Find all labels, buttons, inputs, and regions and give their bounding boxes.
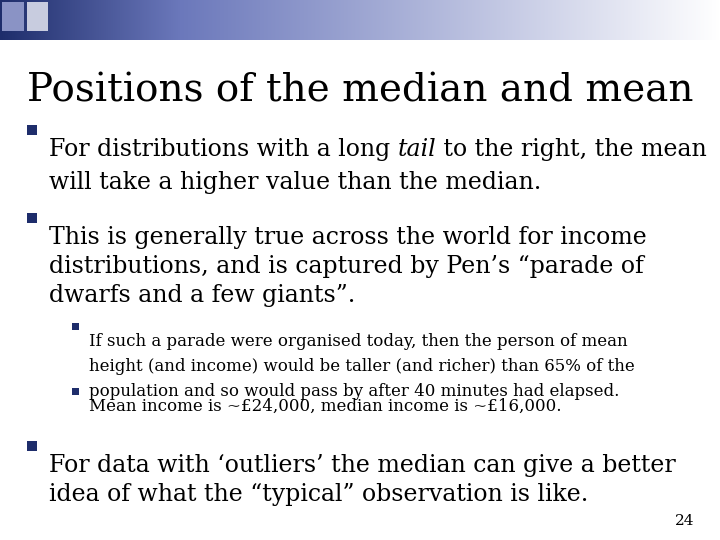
Text: will take a higher value than the median.: will take a higher value than the median… <box>49 171 541 194</box>
Text: to the right, the mean: to the right, the mean <box>436 138 707 161</box>
Text: If such a parade were organised today, then the person of mean: If such a parade were organised today, t… <box>89 333 627 349</box>
Text: tail: tail <box>397 138 436 161</box>
Text: population and so would pass by after 40 minutes had elapsed.: population and so would pass by after 40… <box>89 383 619 400</box>
Bar <box>27 213 37 223</box>
Bar <box>72 388 79 395</box>
Text: 24: 24 <box>675 514 695 528</box>
Text: Positions of the median and mean: Positions of the median and mean <box>27 73 694 110</box>
Text: This is generally true across the world for income
distributions, and is capture: This is generally true across the world … <box>49 226 647 307</box>
Bar <box>2 2 24 31</box>
Bar <box>72 323 79 330</box>
Bar <box>27 125 37 135</box>
Text: For distributions with a long: For distributions with a long <box>49 138 397 161</box>
Text: For data with ‘outliers’ the median can give a better
idea of what the “typical”: For data with ‘outliers’ the median can … <box>49 454 675 506</box>
Text: Mean income is ~£24,000, median income is ~£16,000.: Mean income is ~£24,000, median income i… <box>89 397 561 414</box>
Bar <box>27 441 37 451</box>
Text: height (and income) would be taller (and richer) than 65% of the: height (and income) would be taller (and… <box>89 358 634 375</box>
Bar <box>27 2 48 31</box>
